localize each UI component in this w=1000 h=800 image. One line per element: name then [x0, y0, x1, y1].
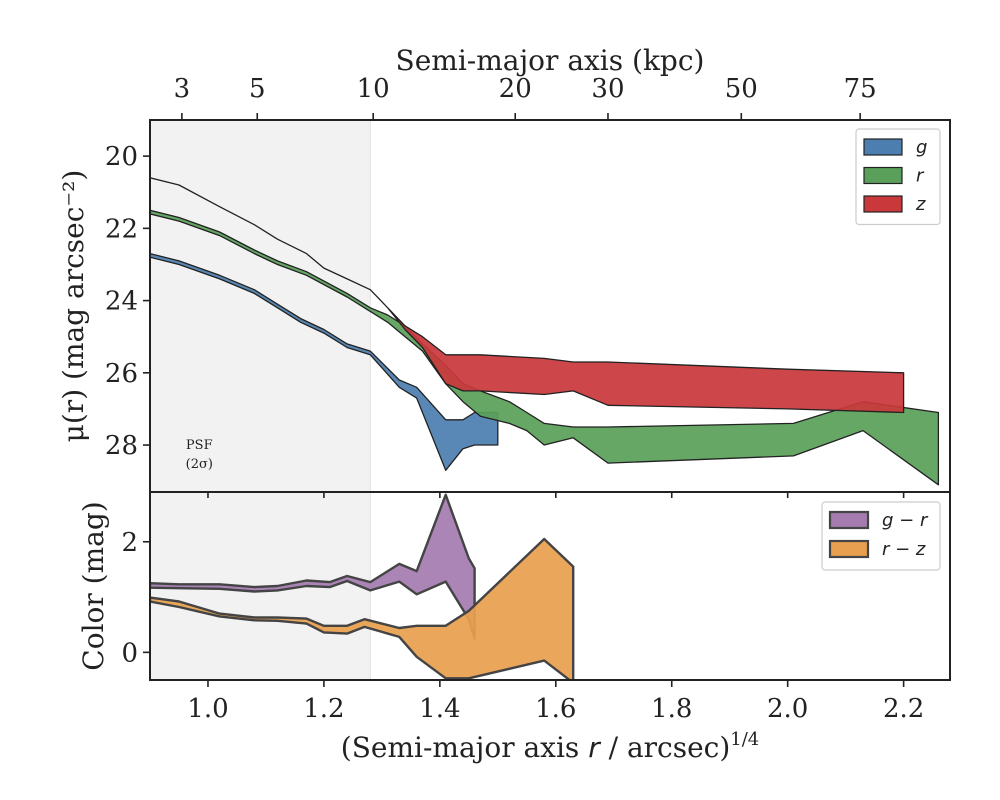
xtick-label-2.0: 2.0	[767, 694, 808, 724]
ytick-label-bottom-0: 0	[121, 638, 138, 668]
psf-label: PSF	[186, 438, 213, 453]
top-tick-label-3: 3	[174, 74, 191, 104]
legend-swatch-z	[863, 195, 903, 213]
bottom-panel-ylabel: Color (mag)	[77, 501, 110, 670]
axis-ticks: 20 22 24 26 28 0 2 1.0 1.2 1.4 1.6 1.8 2.0 2.2 3 5 10 20 3…	[105, 74, 924, 724]
bottom-axis-label: (Semi-major axis r / arcsec)1/4	[341, 729, 759, 764]
legend-swatch-r	[863, 166, 903, 185]
top-tick-label-75: 75	[844, 74, 877, 104]
top-tick-label-10: 10	[357, 74, 390, 104]
xtick-label-2.2: 2.2	[883, 694, 924, 724]
legend-swatch-rz	[828, 539, 870, 559]
xlabel-rest: / arcsec)	[600, 731, 731, 764]
top-tick-label-20: 20	[499, 74, 532, 104]
xlabel-exponent: 1/4	[730, 729, 759, 750]
xtick-label-1.6: 1.6	[535, 694, 576, 724]
ytick-label-bottom-2: 2	[121, 528, 138, 558]
xtick-label-1.8: 1.8	[651, 694, 692, 724]
legend-label-r: r	[916, 166, 925, 187]
psf-shaded-region-top	[150, 120, 371, 492]
surface-brightness-bands	[150, 177, 940, 486]
ytick-label-top-24: 24	[105, 287, 138, 317]
legend-swatch-gr	[828, 510, 870, 530]
xtick-label-1.4: 1.4	[419, 694, 460, 724]
top-panel-ylabel: μ(r) (mag arcsec⁻²)	[57, 170, 90, 443]
xlabel-variable: r	[588, 731, 601, 764]
band-g	[150, 252, 499, 471]
xtick-label-1.0: 1.0	[187, 694, 228, 724]
ytick-label-top-20: 20	[105, 142, 138, 172]
legend-label-rz: r − z	[882, 539, 926, 560]
bottom-panel-frame	[149, 491, 951, 681]
band-z	[150, 177, 905, 414]
legend-colors: g − r r − z	[821, 501, 941, 571]
color-bands	[150, 493, 575, 680]
top-tick-label-30: 30	[591, 74, 624, 104]
legend-label-gr: g − r	[882, 510, 929, 531]
legend-label-z: z	[915, 194, 926, 215]
xtick-label-1.2: 1.2	[303, 694, 344, 724]
legend-label-g: g	[916, 137, 927, 158]
band-r	[150, 209, 940, 486]
top-tick-label-50: 50	[725, 74, 758, 104]
band-rz	[150, 537, 575, 680]
ytick-label-top-28: 28	[105, 431, 138, 461]
top-tick-label-5: 5	[249, 74, 266, 104]
ytick-label-top-22: 22	[105, 214, 138, 244]
legend-bands: grz	[855, 128, 941, 226]
legend-swatch-g	[863, 138, 903, 156]
xlabel-main: (Semi-major axis	[341, 731, 588, 764]
psf-sigma-label: (2σ)	[186, 457, 213, 472]
ytick-label-top-26: 26	[105, 359, 138, 389]
top-axis-label: Semi-major axis (kpc)	[396, 44, 705, 77]
